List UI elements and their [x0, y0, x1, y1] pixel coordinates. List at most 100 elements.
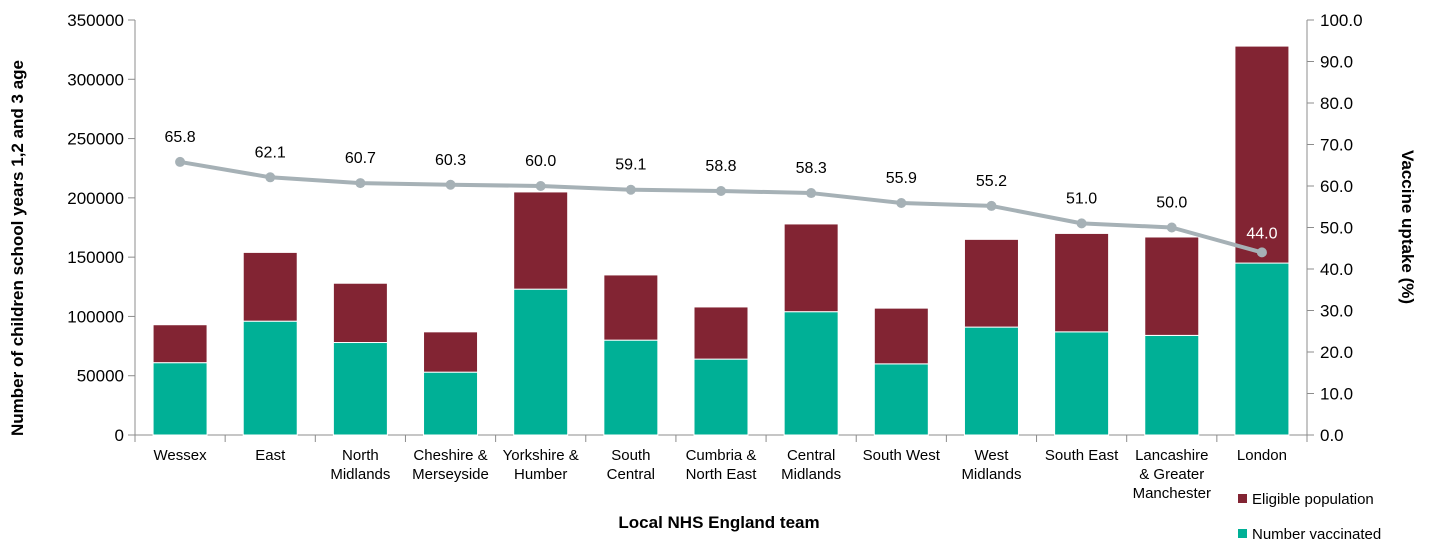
x-category-label: South Central [607, 447, 655, 483]
uptake-data-label: 65.8 [165, 129, 196, 146]
x-category-label-line: & Greater [1139, 466, 1204, 483]
left-tick-label: 350000 [67, 11, 124, 30]
bar-eligible [152, 324, 208, 364]
right-y-axis-title: Vaccine uptake (%) [1398, 150, 1417, 304]
x-category-label-line: North [342, 447, 379, 464]
bar-eligible [242, 251, 298, 322]
bar-vaccinated [423, 371, 479, 436]
uptake-point [896, 198, 907, 209]
right-tick-label: 30.0 [1320, 302, 1353, 321]
uptake-point [716, 185, 726, 196]
right-tick-label: 100.0 [1320, 11, 1363, 30]
x-category-label-line: North East [686, 466, 758, 483]
uptake-point [175, 156, 186, 167]
uptake-data-label: 60.0 [525, 153, 556, 170]
x-category-label: Wessex [154, 447, 208, 464]
x-category-label-line: Midlands [330, 466, 390, 483]
right-tick-label: 90.0 [1320, 53, 1353, 72]
uptake-data-label: 55.2 [976, 173, 1007, 190]
x-category-label-line: South East [1045, 447, 1119, 464]
right-tick-label: 50.0 [1320, 219, 1353, 238]
bar-eligible [513, 191, 569, 290]
x-category-label-line: Central [607, 466, 655, 483]
legend: Eligible population Number vaccinated [1238, 491, 1381, 543]
x-category-label: North Midlands [330, 447, 390, 483]
uptake-line-series: 65.8 62.1 60.7 60.3 60.0 59.1 58.8 58.3 55.9 55.2… [165, 129, 1278, 258]
bar-eligible [783, 223, 839, 313]
right-tick-label: 70.0 [1320, 136, 1353, 155]
left-tick-label: 300000 [67, 70, 124, 89]
left-tick-label: 100000 [67, 307, 124, 326]
bar-eligible [1234, 45, 1290, 264]
uptake-point [986, 200, 997, 211]
x-category-label-line: Manchester [1133, 485, 1211, 502]
x-category-label-line: Central [787, 447, 835, 464]
x-category-label-line: Yorkshire & [503, 447, 579, 464]
bar-vaccinated [1144, 334, 1200, 436]
bar-vaccinated [332, 342, 388, 436]
bar-vaccinated [963, 326, 1019, 436]
right-tick-label: 20.0 [1320, 343, 1353, 362]
right-tick-label: 10.0 [1320, 385, 1353, 404]
x-category-label: South East [1045, 447, 1119, 464]
x-category-label: Cumbria & North East [686, 447, 758, 483]
bar-eligible [603, 274, 659, 341]
bar-series [152, 45, 1290, 436]
x-category-label-line: Midlands [961, 466, 1021, 483]
left-tick-label: 150000 [67, 248, 124, 267]
x-category-label: East [255, 447, 286, 464]
bar-eligible [423, 331, 479, 373]
x-category-label-line: Humber [514, 466, 567, 483]
x-category-label: Central Midlands [781, 447, 841, 483]
uptake-data-label: 62.1 [255, 144, 286, 161]
left-y-axis: 0 50000 100000 150000 200000 250000 300000 3500… [67, 11, 136, 445]
left-tick-label: 250000 [67, 130, 124, 149]
uptake-point [355, 178, 366, 189]
bar-eligible [332, 282, 388, 344]
bar-eligible [963, 238, 1019, 328]
uptake-data-label: 58.3 [796, 160, 827, 177]
x-category-label-line: Wessex [154, 447, 208, 464]
bar-vaccinated [1054, 331, 1110, 436]
x-category-label-line: London [1237, 447, 1287, 464]
bar-eligible [693, 306, 749, 360]
bar-vaccinated [152, 362, 208, 436]
bar-vaccinated [242, 320, 298, 436]
x-category-label: South West [863, 447, 941, 464]
x-category-label: London [1237, 447, 1287, 464]
uptake-point [265, 172, 276, 183]
right-y-axis: 0.0 10.0 20.0 30.0 40.0 50.0 60.0 70.0 80.0 90.0 1… [1306, 11, 1363, 445]
x-category-label-line: Cheshire & [413, 447, 487, 464]
x-axis-title: Local NHS England team [618, 513, 819, 532]
left-tick-label: 50000 [77, 367, 124, 386]
uptake-data-label: 60.3 [435, 152, 466, 169]
x-category-label-line: Merseyside [412, 466, 489, 483]
left-y-axis-title: Number of children school years 1,2 and … [8, 60, 27, 436]
bar-vaccinated [693, 358, 749, 436]
right-tick-label: 40.0 [1320, 260, 1353, 279]
uptake-data-label: 60.7 [345, 150, 376, 167]
x-category-label-line: South [611, 447, 650, 464]
uptake-point [1076, 218, 1087, 229]
legend-label-eligible: Eligible population [1252, 491, 1374, 508]
right-tick-label: 60.0 [1320, 177, 1353, 196]
legend-label-vaccinated: Number vaccinated [1252, 526, 1381, 543]
legend-swatch-eligible [1238, 494, 1247, 503]
x-category-label-line: South West [863, 447, 941, 464]
uptake-point [625, 184, 636, 195]
x-category-label-line: West [975, 447, 1010, 464]
x-category-label-line: Midlands [781, 466, 841, 483]
x-category-label-line: Cumbria & [686, 447, 757, 464]
right-tick-label: 80.0 [1320, 94, 1353, 113]
x-category-label: Lancashire & Greater Manchester [1133, 447, 1211, 502]
left-tick-label: 0 [115, 426, 124, 445]
x-category-label: Cheshire & Merseyside [412, 447, 489, 483]
x-category-label: West Midlands [961, 447, 1021, 483]
bar-vaccinated [1234, 262, 1290, 436]
uptake-data-label: 50.0 [1156, 195, 1187, 212]
uptake-point [445, 179, 456, 190]
uptake-data-label: 51.0 [1066, 190, 1097, 207]
x-axis: Wessex East North Midlands Cheshire & Merseys… [134, 434, 1308, 502]
x-category-label: Yorkshire & Humber [503, 447, 579, 483]
